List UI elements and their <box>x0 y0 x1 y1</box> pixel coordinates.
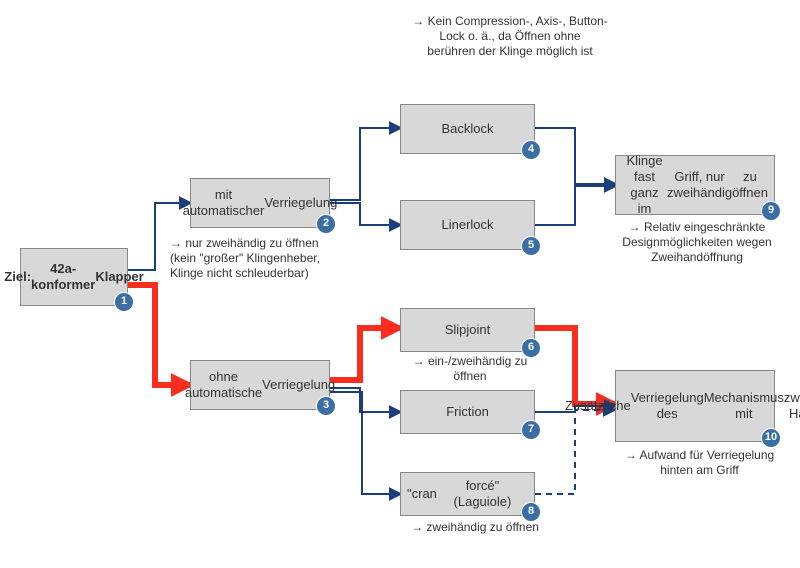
note-c: → ein-/zweihändig zuöffnen <box>395 354 545 384</box>
node-1: Ziel:42a-konformerKlapper1 <box>20 248 128 306</box>
note-f: → Aufwand für Verriegelunghinten am Grif… <box>612 448 787 478</box>
flowchart-canvas: Ziel:42a-konformerKlapper1 mit automatisc… <box>0 0 800 568</box>
edge-e8 <box>535 128 615 184</box>
node-5: Linerlock5 <box>400 200 535 250</box>
node-10: ZusätzlicheVerriegelung desMechanismus m… <box>615 370 775 442</box>
node-badge-9: 9 <box>761 201 781 221</box>
edge-e5 <box>330 328 400 380</box>
node-8: "cranforcé" (Laguiole)8 <box>400 472 535 516</box>
node-badge-1: 1 <box>114 292 134 312</box>
node-badge-10: 10 <box>761 428 781 448</box>
node-4: Backlock4 <box>400 104 535 154</box>
node-badge-2: 2 <box>316 214 336 234</box>
edge-e10 <box>535 328 615 404</box>
edge-e12 <box>535 410 614 494</box>
node-badge-7: 7 <box>521 420 541 440</box>
node-9: Klinge fast ganz imGriff, nur zweihändig… <box>615 155 775 215</box>
note-d: → zweihändig zu öffnen <box>395 520 555 535</box>
note-b: → nur zweihändig zu öffnen(kein "großer"… <box>170 236 370 281</box>
node-6: Slipjoint6 <box>400 308 535 352</box>
note-e: → Relativ eingeschränkteDesignmöglichkei… <box>602 220 792 265</box>
node-badge-8: 8 <box>521 502 541 522</box>
edge-e7 <box>330 392 400 494</box>
node-2: mit automatischerVerriegelung2 <box>190 178 330 228</box>
note-a: → Kein Compression-, Axis-, Button-Lock … <box>395 14 625 59</box>
node-badge-4: 4 <box>521 140 541 160</box>
edge-e2 <box>128 285 190 385</box>
node-7: Friction7 <box>400 390 535 434</box>
edge-e3 <box>330 128 400 200</box>
node-badge-3: 3 <box>316 396 336 416</box>
node-3: ohne automatischeVerriegelung3 <box>190 360 330 410</box>
edge-e4 <box>330 203 400 225</box>
node-badge-5: 5 <box>521 236 541 256</box>
